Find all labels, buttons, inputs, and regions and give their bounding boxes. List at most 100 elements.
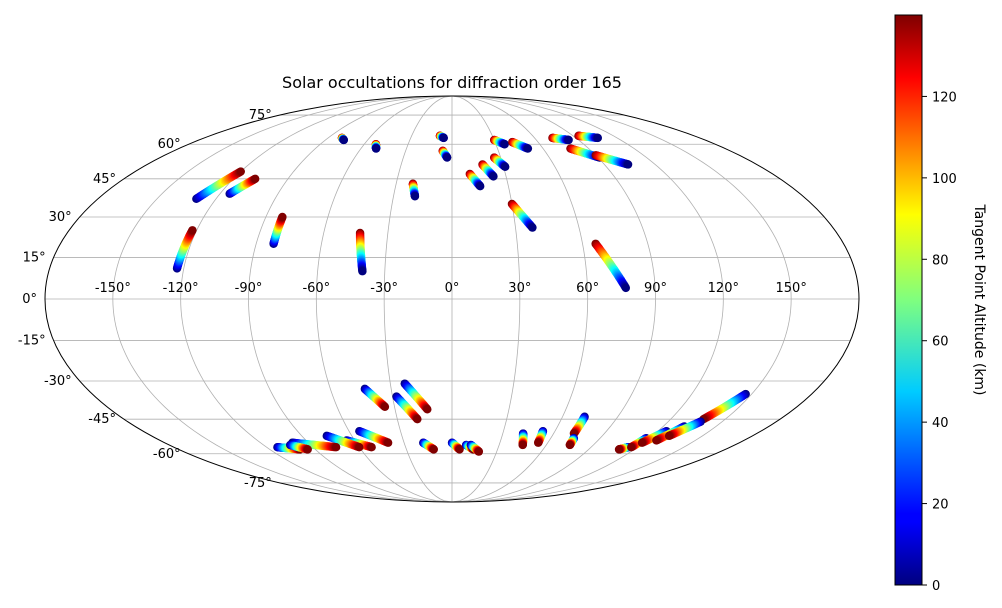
lat-tick-label: 30° — [49, 210, 72, 225]
lat-tick-label: 75° — [249, 108, 272, 123]
lat-tick-label: -45° — [88, 412, 116, 427]
occultation-point — [564, 135, 573, 145]
occultation-point — [664, 431, 674, 441]
occultation-track — [534, 426, 548, 447]
colorbar-gradient — [894, 14, 923, 586]
colorbar-tick-label: 40 — [932, 416, 949, 431]
occultation-track — [548, 133, 573, 145]
occultation-point — [637, 438, 647, 447]
lon-tick-label: 0° — [445, 281, 460, 296]
colorbar: 0 20 40 60 80 100 120 Tangent Point Altitude (… — [894, 14, 987, 594]
occultation-track — [355, 228, 367, 276]
occultation-point — [410, 192, 420, 201]
occultation-point — [476, 182, 485, 191]
occultation-point — [501, 162, 510, 172]
lon-tick-label: -30° — [370, 281, 398, 296]
occultation-point — [371, 144, 381, 153]
occultation-track — [438, 146, 452, 162]
occultation-track — [408, 179, 420, 201]
lon-tick-label: -120° — [163, 281, 199, 296]
lat-tick-label: -75° — [244, 476, 272, 491]
lat-tick-label: -15° — [18, 334, 46, 349]
occultation-point — [236, 167, 245, 176]
occultation-track — [565, 433, 579, 450]
lon-tick-label: 30° — [508, 281, 531, 296]
lon-tick-label: -150° — [95, 281, 131, 296]
occultation-point — [188, 226, 197, 235]
occultation-point — [413, 414, 422, 424]
occultation-point — [355, 443, 364, 452]
colorbar-tick-label: 120 — [932, 90, 957, 105]
lon-tick-label: 120° — [708, 281, 739, 296]
occultation-point — [455, 445, 464, 454]
occultation-point — [489, 172, 498, 181]
occultation-tracks — [172, 131, 750, 456]
occultation-track — [435, 131, 448, 143]
occultation-point — [442, 153, 452, 162]
occultation-track — [371, 140, 381, 153]
chart-title: Solar occultations for diffraction order… — [282, 73, 622, 92]
occultation-track — [518, 429, 528, 450]
occultation-track — [489, 135, 509, 149]
occultation-point — [523, 144, 533, 153]
colorbar-label: Tangent Point Altitude (km) — [971, 203, 987, 395]
lat-tick-label: 60° — [158, 137, 181, 152]
occultation-point — [565, 440, 575, 450]
map-area: -150° -120° -90° -60° -30° 0° 30° 60° 90° 120° 150… — [18, 95, 860, 503]
lon-tick-label: 150° — [776, 281, 807, 296]
occultation-point — [423, 405, 432, 414]
occultation-point — [380, 402, 390, 411]
occultation-point — [303, 445, 312, 454]
occultation-point — [358, 267, 367, 276]
occultation-track — [574, 131, 603, 143]
occultation-point — [474, 447, 484, 456]
occultation-track — [355, 426, 393, 447]
occultation-track — [466, 440, 484, 456]
occultation-track — [569, 412, 589, 438]
occultation-track — [465, 169, 485, 191]
map-boundary — [44, 95, 860, 503]
colorbar-tick-label: 60 — [932, 335, 949, 350]
lon-tick-label: -90° — [235, 281, 263, 296]
lat-tick-label: 45° — [93, 172, 116, 187]
lat-tick-label: -30° — [44, 374, 72, 389]
occultation-point — [383, 438, 393, 447]
occultation-point — [331, 443, 341, 452]
occultation-point — [614, 445, 624, 454]
occultation-point — [623, 160, 633, 169]
colorbar-tick-label: 20 — [932, 498, 949, 513]
occultation-track — [337, 133, 348, 145]
colorbar-tick-label: 80 — [932, 253, 949, 268]
lat-tick-label: 15° — [23, 250, 46, 265]
occultation-point — [627, 443, 636, 452]
occultation-track — [225, 174, 260, 198]
occultation-track — [419, 438, 438, 454]
colorbar-ticks: 0 20 40 60 80 100 120 — [922, 90, 957, 594]
occultation-point — [500, 140, 509, 149]
occultation-point — [429, 445, 438, 454]
occultation-track — [392, 392, 422, 424]
lon-tick-label: 90° — [644, 281, 667, 296]
occultation-point — [278, 212, 287, 222]
lat-tick-label: 0° — [22, 292, 37, 307]
occultation-track — [172, 226, 197, 273]
lon-tick-label: 60° — [576, 281, 599, 296]
occultation-track — [699, 389, 750, 424]
occultation-point — [367, 443, 376, 452]
occultation-point — [652, 436, 661, 445]
occultation-point — [518, 440, 527, 450]
occultation-point — [534, 438, 543, 447]
occultation-point — [528, 223, 537, 232]
occultation-track — [192, 167, 245, 204]
map-gridlines — [45, 95, 859, 503]
occultation-track — [360, 384, 390, 411]
occultation-point — [251, 174, 260, 184]
colorbar-tick-label: 100 — [932, 172, 957, 187]
occultation-track — [507, 199, 537, 232]
lat-tick-label: -60° — [153, 447, 181, 462]
occultation-track — [269, 212, 287, 248]
occultation-point — [621, 283, 631, 293]
occultation-point — [339, 135, 348, 145]
occultation-track — [591, 151, 633, 169]
